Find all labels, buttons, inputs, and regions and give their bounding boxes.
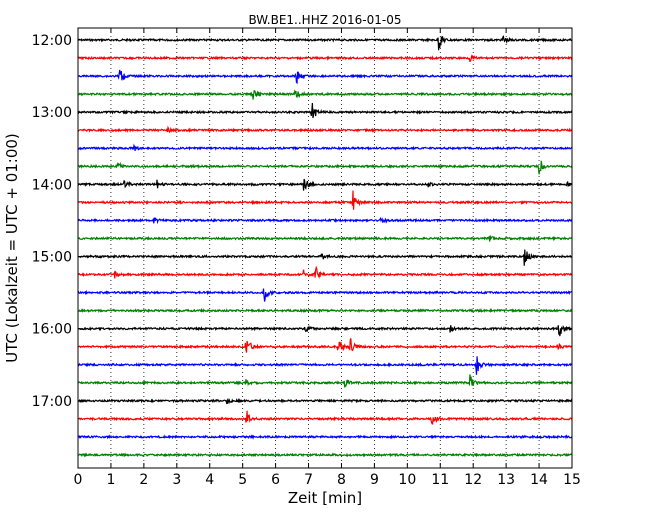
trace-1230 (77, 69, 573, 85)
y-tick-label: 13:00 (32, 105, 72, 121)
trace-1400 (77, 178, 573, 191)
y-axis: 12:00 13:00 14:00 15:00 16:00 17:00 (32, 33, 572, 410)
y-tick-label: 12:00 (32, 33, 72, 49)
trace-1415 (77, 190, 573, 210)
y-tick-label: 14:00 (32, 177, 72, 193)
trace-1600 (77, 324, 573, 337)
trace-1615 (77, 338, 573, 353)
trace-1545 (77, 307, 573, 314)
trace-1530 (77, 288, 573, 302)
trace-1715 (77, 410, 573, 425)
trace-1315 (77, 125, 573, 134)
trace-1300 (77, 103, 573, 118)
trace-1645 (77, 374, 573, 388)
x-axis: 0 1 2 3 4 5 6 7 8 9 10 11 12 13 14 15 (74, 28, 581, 488)
plot-frame (77, 27, 573, 469)
x-tick-label: 0 (74, 472, 83, 488)
trace-1330 (77, 143, 573, 151)
trace-1215 (77, 54, 573, 63)
x-tick-label: 12 (464, 472, 482, 488)
x-tick-label: 1 (106, 472, 115, 488)
trace-1500 (77, 249, 573, 266)
trace-1745 (77, 452, 573, 458)
x-tick-label: 9 (370, 472, 379, 488)
traces (77, 35, 573, 458)
x-tick-label: 10 (398, 472, 416, 488)
trace-1515 (77, 265, 573, 279)
y-tick-label: 15:00 (32, 249, 72, 265)
chart-title: BW.BE1..HHZ 2016-01-05 (248, 13, 401, 27)
x-tick-label: 6 (271, 472, 280, 488)
trace-1245 (77, 89, 573, 100)
x-tick-label: 7 (304, 472, 313, 488)
x-tick-label: 2 (139, 472, 148, 488)
y-tick-label: 16:00 (32, 322, 72, 338)
trace-1630 (77, 356, 573, 375)
trace-1730 (77, 434, 573, 440)
trace-1430 (77, 216, 573, 225)
x-tick-label: 13 (497, 472, 515, 488)
x-tick-label: 11 (431, 472, 449, 488)
x-tick-label: 3 (172, 472, 181, 488)
y-axis-label: UTC (Lokalzeit = UTC + 01:00) (3, 133, 21, 363)
trace-1445 (77, 235, 573, 242)
trace-1200 (77, 35, 573, 51)
trace-1345 (77, 160, 573, 175)
x-tick-label: 8 (337, 472, 346, 488)
x-axis-label: Zeit [min] (288, 489, 362, 507)
grid-lines (110, 28, 540, 468)
x-tick-label: 5 (238, 472, 247, 488)
trace-1700 (77, 397, 573, 405)
x-tick-label: 4 (205, 472, 214, 488)
y-tick-label: 17:00 (32, 394, 72, 410)
x-tick-label: 14 (530, 472, 548, 488)
x-tick-label: 15 (563, 472, 581, 488)
